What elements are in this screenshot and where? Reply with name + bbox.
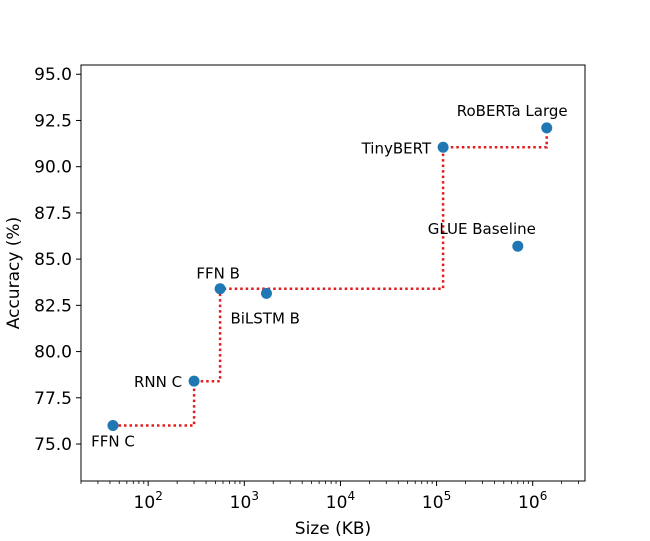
data-point [541, 122, 553, 134]
x-tick-base: 10 [422, 493, 444, 513]
x-tick-label: 106 [518, 489, 547, 513]
x-tick-exponent: 2 [155, 489, 163, 503]
x-tick-base: 10 [230, 493, 252, 513]
plot-frame [80, 64, 586, 482]
y-tick-label: 87.5 [34, 204, 72, 224]
y-axis-label: Accuracy (%) [4, 217, 24, 329]
y-tick-label: 77.5 [34, 389, 72, 409]
y-tick-label: 90.0 [34, 158, 72, 178]
y-tick-label: 82.5 [34, 296, 72, 316]
x-tick-exponent: 4 [347, 489, 355, 503]
y-tick-label: 75.0 [34, 435, 72, 455]
data-point [107, 420, 119, 432]
x-axis-ticks: 102 103 104 105 106 [80, 481, 579, 513]
x-axis-label: Size (KB) [295, 519, 371, 539]
x-tick-base: 10 [518, 493, 540, 513]
data-point [512, 240, 524, 252]
data-point-label: RoBERTa Large [457, 102, 568, 120]
data-point-label: FFN B [196, 265, 240, 283]
x-tick-label: 104 [326, 489, 355, 513]
data-point-label: RNN C [134, 373, 182, 391]
y-tick-label: 85.0 [34, 250, 72, 270]
y-tick-label: 95.0 [34, 65, 72, 85]
data-point [214, 283, 226, 295]
x-tick-base: 10 [326, 493, 348, 513]
x-tick-base: 10 [134, 493, 156, 513]
data-point-label: GLUE Baseline [428, 220, 536, 238]
y-tick-label: 92.5 [34, 111, 72, 131]
data-point-label: FFN C [91, 433, 135, 451]
data-point-label: BiLSTM B [230, 309, 299, 327]
data-point [260, 287, 272, 299]
x-tick-exponent: 6 [540, 489, 548, 503]
x-tick-label: 103 [230, 489, 259, 513]
data-point-label: TinyBERT [361, 139, 432, 157]
y-tick-label: 80.0 [34, 343, 72, 363]
x-tick-exponent: 5 [444, 489, 452, 503]
x-tick-label: 102 [134, 489, 163, 513]
y-axis-ticks: 75.0 77.5 80.0 82.5 85.0 87.5 90.0 92.5 95.0 [34, 65, 81, 455]
x-tick-label: 105 [422, 489, 451, 513]
plot-area: FFN C RNN C FFN B BiLSTM B TinyBERT GLUE Base… [91, 102, 568, 451]
data-point [437, 141, 449, 153]
data-point [188, 375, 200, 387]
x-tick-exponent: 3 [251, 489, 259, 503]
